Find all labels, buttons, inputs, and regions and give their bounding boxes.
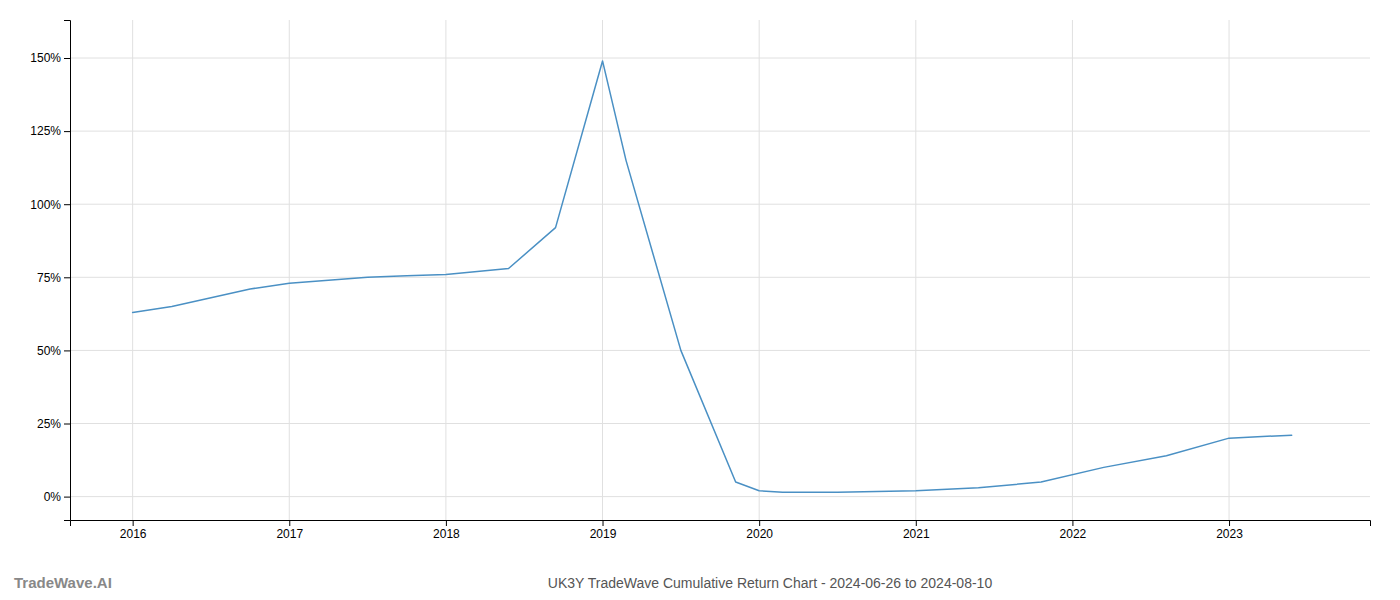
tick-label: 0%: [44, 490, 62, 504]
tick: 75%: [37, 271, 70, 285]
tick-label: 2020: [746, 527, 773, 541]
tick-mark: [1229, 520, 1230, 526]
tick-mark: [133, 520, 134, 526]
tick: 2023: [1216, 520, 1243, 541]
grid-line: [1072, 20, 1073, 520]
y-axis: 0% 25% 50% 75% 100% 125% 150%: [30, 21, 70, 521]
tick: 2020: [746, 520, 773, 541]
axis-line: [71, 521, 1371, 527]
tick-mark: [1072, 520, 1073, 526]
grid-line: [445, 20, 446, 520]
tick-label: 2019: [590, 527, 617, 541]
grid-line: [70, 423, 1370, 424]
tick: 2019: [590, 520, 617, 541]
grid-line: [915, 20, 916, 520]
tick-label: 2021: [903, 527, 930, 541]
tick-label: 2018: [433, 527, 460, 541]
plot: 2016 2017 2018 2019 2020 2021 2022 2023 0% 25% 50%…: [30, 20, 1370, 541]
tick: 2018: [433, 520, 460, 541]
tick-label: 125%: [30, 124, 61, 138]
tick: 100%: [30, 198, 70, 212]
tick-mark: [64, 277, 70, 278]
tick: 50%: [37, 344, 70, 358]
grid-line: [70, 204, 1370, 205]
tick-label: 150%: [30, 51, 61, 65]
tick-mark: [759, 520, 760, 526]
tick: 150%: [30, 51, 70, 65]
tick-mark: [289, 520, 290, 526]
tick-mark: [446, 520, 447, 526]
grid-line: [1229, 20, 1230, 520]
chart: 2016 2017 2018 2019 2020 2021 2022 2023 0% 25% 50%…: [0, 0, 1400, 600]
grid-line: [70, 496, 1370, 497]
tick-mark: [64, 204, 70, 205]
marks: [133, 61, 1292, 492]
tick-mark: [64, 497, 70, 498]
grid-line: [132, 20, 133, 520]
tick-label: 2017: [276, 527, 303, 541]
tick-label: 2022: [1060, 527, 1087, 541]
tick-mark: [603, 520, 604, 526]
tick: 2021: [903, 520, 930, 541]
grid-line: [289, 20, 290, 520]
tick-mark: [64, 58, 70, 59]
axis-line: [64, 21, 71, 521]
tick-label: 2023: [1216, 527, 1243, 541]
grid-line: [70, 350, 1370, 351]
tick: 2022: [1060, 520, 1087, 541]
tick: 2017: [276, 520, 303, 541]
tick-label: 75%: [37, 271, 61, 285]
grid-line: [602, 20, 603, 520]
tick-mark: [64, 350, 70, 351]
watermark: TradeWave.AI: [14, 574, 112, 591]
grid-line: [70, 277, 1370, 278]
tick: 0%: [44, 490, 70, 504]
tick-mark: [916, 520, 917, 526]
tick: 2016: [120, 520, 147, 541]
tick-label: 100%: [30, 198, 61, 212]
tick-mark: [64, 131, 70, 132]
tick-label: 2016: [120, 527, 147, 541]
tick: 25%: [37, 417, 70, 431]
x-axis: 2016 2017 2018 2019 2020 2021 2022 2023: [71, 520, 1371, 541]
tick-mark: [64, 424, 70, 425]
grid-line: [70, 58, 1370, 59]
tick-label: 50%: [37, 344, 61, 358]
grid-line: [759, 20, 760, 520]
tick-label: 25%: [37, 417, 61, 431]
grid: [70, 20, 1370, 520]
title: UK3Y TradeWave Cumulative Return Chart -…: [548, 575, 993, 591]
grid-line: [70, 131, 1370, 132]
tick: 125%: [30, 124, 70, 138]
line: [133, 61, 1292, 492]
